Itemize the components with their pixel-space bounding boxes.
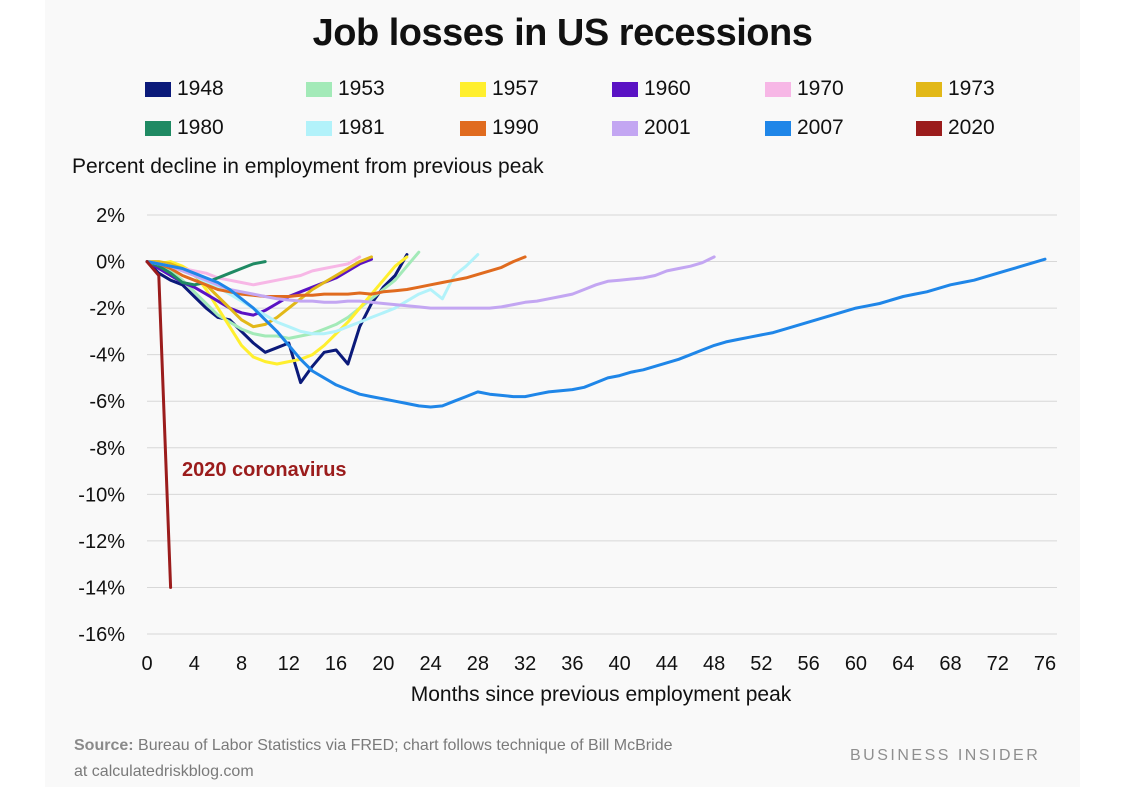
x-tick-label: 32 xyxy=(514,653,536,675)
y-tick-label: -10% xyxy=(78,484,125,506)
y-tick-label: -2% xyxy=(89,298,125,320)
annotation-2020-coronavirus: 2020 coronavirus xyxy=(182,459,347,481)
legend-swatch xyxy=(612,120,638,136)
legend-item-1960: 1960 xyxy=(612,77,691,101)
source-text-2: at calculatedriskblog.com xyxy=(74,763,254,780)
x-tick-label: 12 xyxy=(278,653,300,675)
legend-label: 2001 xyxy=(644,116,691,139)
legend-item-2020: 2020 xyxy=(916,116,995,140)
legend-swatch xyxy=(306,81,332,97)
y-tick-label: -8% xyxy=(89,438,125,460)
x-tick-label: 28 xyxy=(467,653,489,675)
y-tick-label: 2% xyxy=(96,205,125,227)
legend-item-1970: 1970 xyxy=(765,77,844,101)
legend-swatch xyxy=(765,120,791,136)
x-axis-label: Months since previous employment peak xyxy=(411,683,792,706)
x-tick-label: 36 xyxy=(561,653,583,675)
y-tick-label: -16% xyxy=(78,624,125,646)
source-note: Source: Bureau of Labor Statistics via F… xyxy=(74,733,672,785)
legend-swatch xyxy=(460,120,486,136)
x-tick-label: 64 xyxy=(892,653,914,675)
y-tick-label: 0% xyxy=(96,252,125,274)
x-tick-label: 72 xyxy=(987,653,1009,675)
legend-label: 1973 xyxy=(948,77,995,100)
x-tick-label: 60 xyxy=(845,653,867,675)
legend-label: 2007 xyxy=(797,116,844,139)
series-line-2001 xyxy=(145,255,716,310)
x-tick-label: 68 xyxy=(939,653,961,675)
chart-subtitle: Percent decline in employment from previ… xyxy=(72,155,544,178)
legend-item-1981: 1981 xyxy=(306,116,385,140)
x-tick-label: 76 xyxy=(1034,653,1056,675)
legend-item-1957: 1957 xyxy=(460,77,539,101)
brand-logo-text: BUSINESS INSIDER xyxy=(850,747,1041,764)
x-tick-label: 52 xyxy=(750,653,772,675)
legend-item-1980: 1980 xyxy=(145,116,224,140)
chart-panel xyxy=(45,0,1080,787)
x-tick-label: 8 xyxy=(236,653,247,675)
chart-title: Job losses in US recessions xyxy=(312,12,813,54)
x-tick-label: 56 xyxy=(798,653,820,675)
legend-label: 2020 xyxy=(948,116,995,139)
legend-swatch xyxy=(916,120,942,136)
legend-swatch xyxy=(460,81,486,97)
legend-label: 1981 xyxy=(338,116,385,139)
series-line-2007 xyxy=(145,257,1047,409)
x-tick-label: 0 xyxy=(141,653,152,675)
legend-item-1953: 1953 xyxy=(306,77,385,101)
x-tick-label: 20 xyxy=(372,653,394,675)
x-tick-label: 44 xyxy=(656,653,678,675)
x-tick-label: 16 xyxy=(325,653,347,675)
legend-label: 1960 xyxy=(644,77,691,100)
legend-label: 1953 xyxy=(338,77,385,100)
legend-swatch xyxy=(916,81,942,97)
legend-swatch xyxy=(612,81,638,97)
y-tick-label: -12% xyxy=(78,531,125,553)
y-tick-label: -4% xyxy=(89,345,125,367)
x-tick-label: 4 xyxy=(189,653,200,675)
x-tick-label: 48 xyxy=(703,653,725,675)
series-line-2020 xyxy=(145,260,173,589)
legend-swatch xyxy=(765,81,791,97)
source-text: Bureau of Labor Statistics via FRED; cha… xyxy=(138,737,673,754)
x-tick-label: 24 xyxy=(419,653,441,675)
x-tick-label: 40 xyxy=(609,653,631,675)
y-tick-label: -14% xyxy=(78,577,125,599)
y-tick-label: -6% xyxy=(89,391,125,413)
legend-item-1948: 1948 xyxy=(145,77,224,101)
legend-label: 1957 xyxy=(492,77,539,100)
source-label: Source: xyxy=(74,737,134,754)
legend-item-2007: 2007 xyxy=(765,116,844,140)
legend-label: 1990 xyxy=(492,116,539,139)
legend-item-1990: 1990 xyxy=(460,116,539,140)
series-line-1990 xyxy=(145,255,527,298)
legend-swatch xyxy=(306,120,332,136)
legend-swatch xyxy=(145,120,171,136)
legend-label: 1970 xyxy=(797,77,844,100)
legend-label: 1948 xyxy=(177,77,224,100)
legend-item-1973: 1973 xyxy=(916,77,995,101)
legend-label: 1980 xyxy=(177,116,224,139)
legend-swatch xyxy=(145,81,171,97)
legend-item-2001: 2001 xyxy=(612,116,691,140)
